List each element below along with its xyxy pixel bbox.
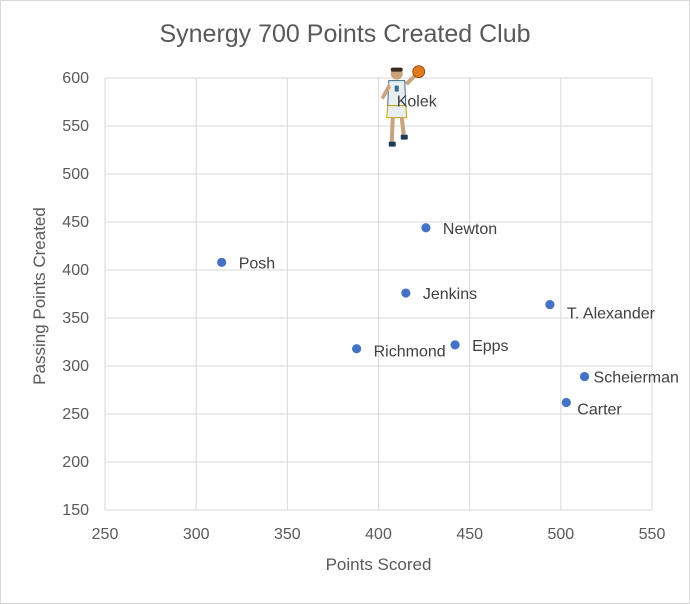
y-tick-label: 500: [62, 166, 89, 183]
x-tick-label: 450: [456, 526, 483, 543]
y-tick-label: 300: [62, 358, 89, 375]
x-axis-title: Points Scored: [325, 555, 432, 574]
chart-title: Synergy 700 Points Created Club: [159, 20, 531, 48]
y-tick-label: 400: [62, 262, 89, 279]
y-tick-label: 350: [62, 310, 89, 327]
data-label: Kolek: [397, 94, 438, 111]
x-tick-label: 500: [547, 526, 574, 543]
y-tick-label: 450: [62, 214, 89, 231]
y-tick-label: 600: [62, 70, 89, 87]
data-label: Carter: [577, 401, 622, 418]
data-point: [450, 340, 460, 350]
x-tick-label: 550: [639, 526, 666, 543]
data-label: Posh: [239, 255, 275, 272]
data-point: [561, 397, 571, 408]
y-tick-label: 250: [62, 406, 89, 423]
y-tick-label: 150: [62, 502, 89, 519]
data-point: [579, 371, 590, 382]
player-photo-icon: [380, 65, 426, 147]
data-label: Scheierman: [594, 370, 679, 387]
data-label: T. Alexander: [567, 306, 656, 323]
data-point: [545, 299, 555, 310]
data-label: Epps: [472, 338, 508, 355]
data-point: [421, 223, 431, 233]
data-points: [217, 65, 590, 408]
gridlines: [104, 77, 653, 511]
data-label: Jenkins: [423, 286, 477, 303]
data-label: Richmond: [374, 344, 446, 361]
data-point: [217, 257, 227, 267]
data-point: [352, 344, 362, 354]
y-tick-label: 550: [62, 118, 89, 135]
data-label: Newton: [443, 221, 497, 238]
x-tick-label: 350: [274, 526, 301, 543]
data-labels: Kolek Newton Posh Jenkins T. Alexander Richmo…: [239, 94, 679, 419]
tick-labels: 150 200 250 300 350 400 450 500 550 600 250 300 350 4…: [62, 70, 665, 543]
x-tick-label: 250: [92, 526, 119, 543]
data-point: [401, 288, 411, 298]
y-tick-label: 200: [62, 454, 89, 471]
x-tick-label: 400: [365, 526, 392, 543]
x-tick-label: 300: [183, 526, 210, 543]
